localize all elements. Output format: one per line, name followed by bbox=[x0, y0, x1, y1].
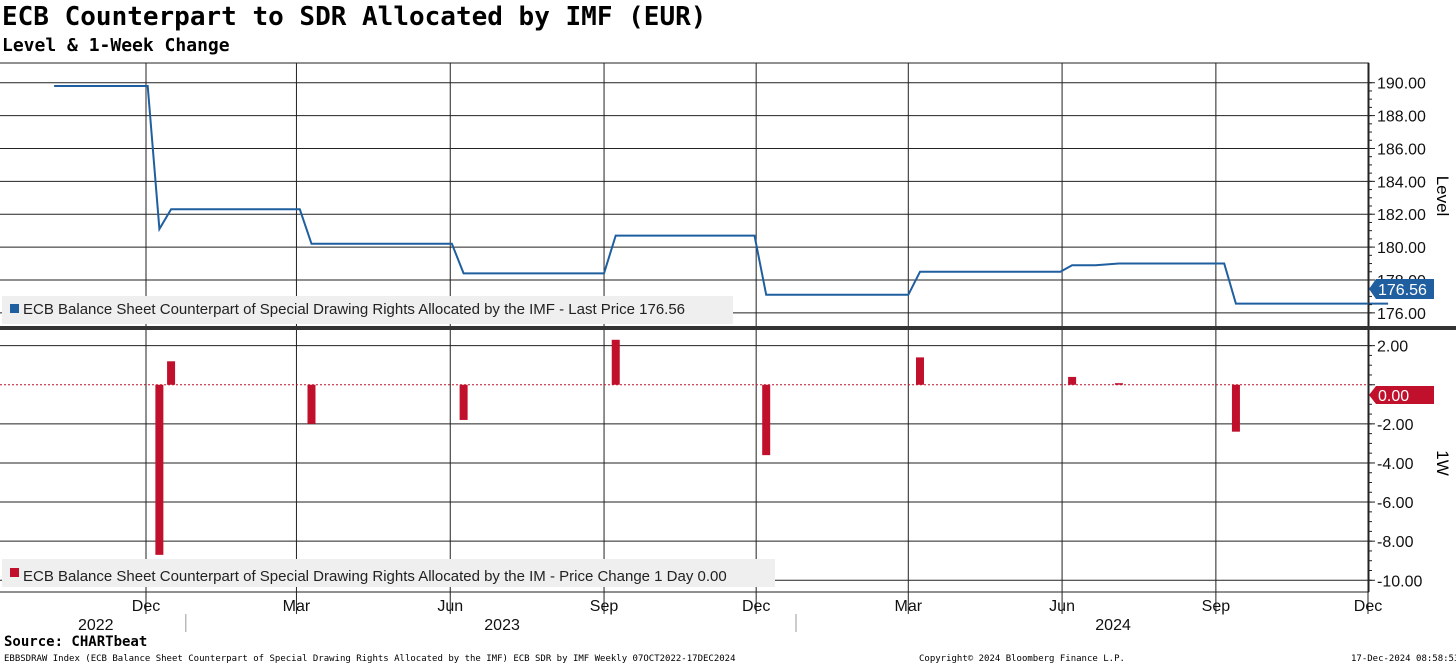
top-axis-title: Level bbox=[1433, 176, 1452, 217]
change-bar bbox=[762, 384, 771, 456]
top-legend-text: ECB Balance Sheet Counterpart of Special… bbox=[23, 301, 685, 318]
top-y-tick-label: 184.00 bbox=[1377, 174, 1426, 191]
x-tick-label: Jun bbox=[437, 598, 463, 615]
footer-description: EBBSDRAW Index (ECB Balance Sheet Counte… bbox=[4, 654, 736, 664]
bottom-legend-swatch bbox=[10, 568, 19, 577]
top-legend-swatch bbox=[10, 304, 19, 313]
x-tick-label: Sep bbox=[590, 598, 619, 615]
bottom-y-tick-label: -6.00 bbox=[1377, 495, 1414, 512]
top-y-tick-label: 182.00 bbox=[1377, 207, 1426, 224]
change-bar bbox=[1114, 383, 1123, 385]
frame-layer bbox=[0, 62, 1456, 593]
x-year-label: 2024 bbox=[1095, 617, 1131, 634]
bottom-y-tick-label: -4.00 bbox=[1377, 456, 1414, 473]
x-tick-label: Dec bbox=[1354, 598, 1382, 615]
top-last-value-text: 176.56 bbox=[1378, 282, 1427, 299]
change-bar bbox=[459, 384, 468, 420]
top-y-tick-label: 188.00 bbox=[1377, 109, 1426, 126]
chart-subtitle: Level & 1-Week Change bbox=[2, 35, 230, 56]
top-y-tick-label: 180.00 bbox=[1377, 240, 1426, 257]
bottom-y-tick-label: -8.00 bbox=[1377, 534, 1414, 551]
bottom-last-value-text: 0.00 bbox=[1378, 388, 1409, 405]
footer-copyright: Copyright© 2024 Bloomberg Finance L.P. bbox=[919, 654, 1125, 664]
bottom-legend-text: ECB Balance Sheet Counterpart of Special… bbox=[23, 568, 727, 585]
bottom-axis-title: 1W bbox=[1433, 450, 1452, 476]
top-legend-box bbox=[2, 296, 733, 324]
change-bar bbox=[611, 339, 620, 385]
line-layer bbox=[54, 85, 1389, 305]
top-y-tick-label: 176.00 bbox=[1377, 306, 1426, 323]
bars-layer bbox=[155, 339, 1240, 555]
chart-title: ECB Counterpart to SDR Allocated by IMF … bbox=[2, 2, 707, 32]
x-tick-label: Jun bbox=[1049, 598, 1075, 615]
x-tick-label: Mar bbox=[283, 598, 311, 615]
source-label: Source: CHARTbeat bbox=[4, 634, 148, 650]
change-bar bbox=[1068, 376, 1077, 385]
x-year-label: 2022 bbox=[78, 617, 114, 634]
bottom-legend-box bbox=[2, 559, 775, 587]
top-y-tick-label: 190.00 bbox=[1377, 76, 1426, 93]
bottom-y-tick-label: -10.00 bbox=[1377, 573, 1422, 590]
panel-divider bbox=[0, 326, 1456, 330]
x-year-label: 2023 bbox=[484, 617, 520, 634]
change-bar bbox=[1231, 384, 1240, 432]
x-tick-label: Dec bbox=[742, 598, 770, 615]
top-last-value-tag: 176.56 bbox=[1369, 279, 1434, 299]
bottom-y-tick-label: 2.00 bbox=[1377, 339, 1408, 356]
change-bar bbox=[915, 357, 924, 385]
change-bar bbox=[155, 384, 164, 555]
level-line bbox=[54, 85, 1389, 305]
x-tick-label: Dec bbox=[132, 598, 160, 615]
axis-layer: Dec Mar Jun Sep Dec Mar Jun Sep Dec 2022 2023 2024 1… bbox=[78, 76, 1426, 634]
change-bar bbox=[167, 361, 176, 385]
footer-timestamp: 17-Dec-2024 08:58:53 bbox=[1351, 654, 1456, 664]
top-y-tick-label: 186.00 bbox=[1377, 141, 1426, 158]
x-tick-label: Sep bbox=[1202, 598, 1231, 615]
bottom-y-tick-label: -2.00 bbox=[1377, 417, 1414, 434]
x-tick-label: Mar bbox=[895, 598, 923, 615]
change-bar bbox=[307, 384, 316, 424]
bottom-last-value-tag: 0.00 bbox=[1369, 386, 1434, 405]
